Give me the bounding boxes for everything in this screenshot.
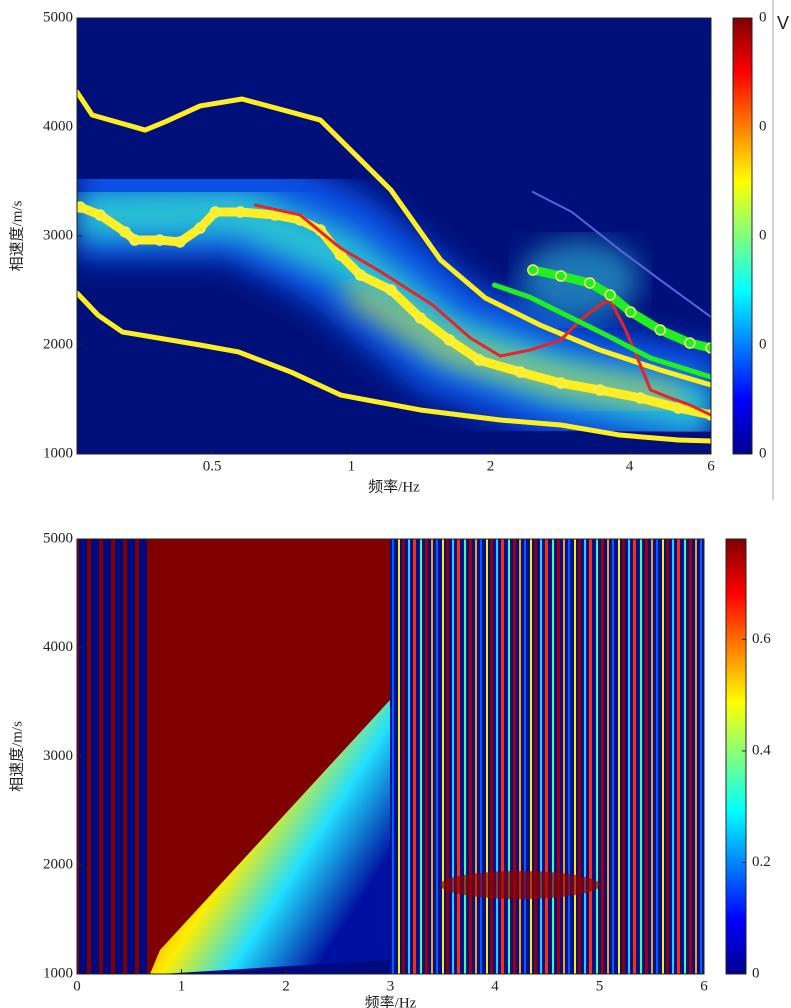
colorbar-tick-label: 0.6	[752, 631, 771, 647]
colorbar	[732, 17, 753, 455]
curve-marker	[129, 234, 141, 246]
curve-marker	[584, 277, 596, 289]
curve-marker	[624, 306, 637, 318]
y-tick-label: 4000	[43, 118, 73, 134]
curve-marker	[555, 270, 567, 282]
curve-marker	[705, 342, 711, 354]
y-axis-label: 相速度/m/s	[8, 721, 25, 792]
x-axis-label: 频率/Hz	[368, 478, 420, 495]
curve-marker	[684, 337, 696, 349]
x-tick-label: 4	[626, 458, 634, 474]
x-tick-label: 2	[282, 978, 290, 994]
curve-marker	[234, 206, 246, 218]
colorbar-tick-label: 0.2	[752, 854, 771, 870]
curve-marker	[119, 226, 131, 238]
y-tick-label: 3000	[43, 227, 73, 243]
plot-lines	[77, 89, 711, 444]
x-tick-label: 1	[178, 978, 186, 994]
curve	[253, 203, 711, 417]
curve-marker	[209, 206, 222, 218]
curve-marker	[443, 334, 456, 346]
curve-marker	[174, 236, 186, 248]
colorbar-tick-label: 0	[759, 227, 767, 243]
x-tick-label: 0	[73, 978, 81, 994]
colorbar-tick-label: 0	[759, 118, 767, 134]
colorbar	[725, 538, 747, 975]
colorbar-tick-label: 0	[759, 9, 767, 25]
y-tick-label: 1000	[43, 965, 73, 981]
curve-marker	[414, 312, 427, 324]
colorbar-tick-label: 0.4	[752, 742, 771, 758]
curve-marker	[153, 234, 166, 246]
colorbar-tick-label: 0	[759, 336, 767, 352]
x-tick-label: 5	[596, 978, 604, 994]
curve	[77, 89, 711, 388]
curve-marker	[385, 284, 397, 296]
colorbar-tick-label: 0	[759, 445, 767, 461]
x-tick-label: 6	[700, 978, 708, 994]
x-tick-label: 2	[487, 458, 495, 474]
curve-marker	[94, 209, 106, 221]
y-tick-label: 5000	[43, 530, 73, 546]
curve-marker	[514, 366, 527, 378]
curve-marker	[594, 384, 606, 396]
curve-marker	[354, 269, 367, 281]
x-tick-label: 4	[491, 978, 499, 994]
curve-marker	[654, 324, 667, 336]
heatmap-background	[77, 539, 704, 974]
y-axis-label: 相速度/m/s	[8, 200, 25, 271]
x-axis-label: 频率/Hz	[365, 994, 417, 1008]
y-tick-label: 2000	[43, 857, 73, 873]
curve	[491, 282, 711, 380]
curve-marker	[194, 222, 206, 234]
curve-marker	[672, 402, 685, 414]
y-tick-label: 5000	[43, 9, 73, 25]
curve	[77, 290, 711, 444]
colorbar-title: V	[777, 13, 789, 33]
curve	[531, 190, 711, 318]
x-tick-label: 1	[348, 458, 356, 474]
curve-marker	[334, 249, 347, 261]
x-tick-label: 3	[387, 978, 395, 994]
curve-marker	[77, 201, 86, 213]
y-tick-label: 1000	[43, 445, 73, 461]
y-tick-label: 4000	[43, 639, 73, 655]
x-tick-label: 0.5	[203, 458, 222, 474]
curve-marker	[473, 354, 485, 366]
x-tick-label: 6	[707, 458, 715, 474]
curve-marker	[604, 289, 616, 301]
colorbar-tick-label: 0	[752, 965, 760, 981]
y-tick-label: 3000	[43, 748, 73, 764]
y-tick-label: 2000	[43, 336, 73, 352]
curve-marker	[527, 264, 539, 276]
curve-marker	[555, 377, 567, 389]
curve-marker	[634, 392, 647, 404]
